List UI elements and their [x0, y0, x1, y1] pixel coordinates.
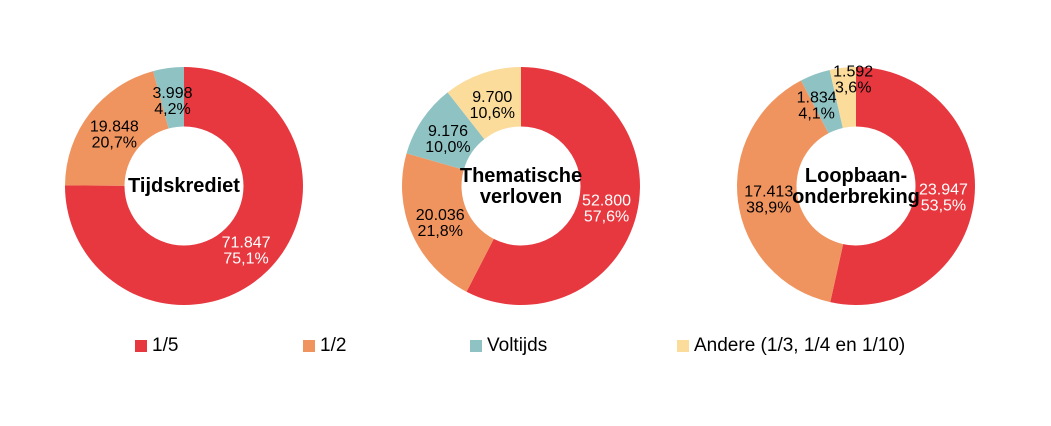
slice-label: 71.847 75,1% — [222, 234, 271, 267]
legend-label: 1/2 — [320, 335, 347, 356]
pie-slice — [153, 67, 184, 129]
chart-title: Tijdskrediet — [128, 175, 240, 197]
slice-label: 1.834 4,1% — [797, 89, 837, 122]
pie-slice — [64, 67, 304, 305]
pie-slice — [406, 92, 485, 170]
chart-title: Thematische verloven — [460, 165, 582, 208]
pie-slice — [466, 67, 640, 305]
slice-label: 20.036 21,8% — [416, 207, 465, 240]
legend-swatch — [135, 340, 147, 352]
donut-chart-loopbaanonderbreking: 23.947 53,5% 17.413 38,9% 1.834 4,1% 1.592 3,6%… — [686, 35, 1026, 345]
pie-slice — [737, 80, 844, 303]
pie-slice — [800, 69, 843, 134]
donut-chart-tijdskrediet: 71.847 75,1% 19.848 20,7% 3.998 4,2% Tijdskred… — [14, 35, 354, 345]
legend-item-andere: Andere (1/3, 1/4 en 1/10) — [677, 335, 905, 357]
pie-slice — [830, 67, 976, 305]
donut-svg-0: 71.847 75,1% 19.848 20,7% 3.998 4,2% Tijdskred… — [64, 67, 304, 305]
legend-label: Voltijds — [487, 335, 548, 356]
legend-item-1-5: 1/5 — [135, 335, 178, 357]
donut-chart-thematische-verloven: 52.800 57,6% 20.036 21,8% 9.176 10,0% 9.700 10,… — [351, 35, 691, 345]
slice-label: 1.592 3,6% — [833, 64, 873, 97]
slice-label: 9.700 10,6% — [470, 89, 515, 122]
slice-label: 19.848 20,7% — [90, 118, 139, 151]
slice-label: 17.413 38,9% — [744, 184, 793, 217]
legend-swatch — [470, 340, 482, 352]
slice-label: 9.176 10,0% — [425, 123, 470, 156]
pie-slice — [402, 153, 494, 292]
legend-item-1-2: 1/2 — [303, 335, 346, 357]
slice-label: 3.998 4,2% — [152, 85, 192, 118]
donut-svg-2: 23.947 53,5% 17.413 38,9% 1.834 4,1%1.592 3,6%… — [737, 64, 976, 305]
pie-slice — [65, 71, 169, 186]
legend-swatch — [677, 340, 689, 352]
donut-svg-1: 52.800 57,6% 20.036 21,8% 9.176 10,0%9.700 10,… — [402, 67, 640, 305]
pie-slice — [829, 67, 856, 128]
legend-label: 1/5 — [152, 335, 179, 356]
slice-label: 23.947 53,5% — [919, 182, 968, 215]
legend-item-voltijds: Voltijds — [470, 335, 547, 357]
pie-slice — [447, 67, 521, 140]
chart-title: Loopbaan-onderbreking — [792, 165, 920, 208]
slice-label: 52.800 57,6% — [582, 193, 631, 226]
legend-label: Andere (1/3, 1/4 en 1/10) — [694, 335, 906, 356]
legend-swatch — [303, 340, 315, 352]
